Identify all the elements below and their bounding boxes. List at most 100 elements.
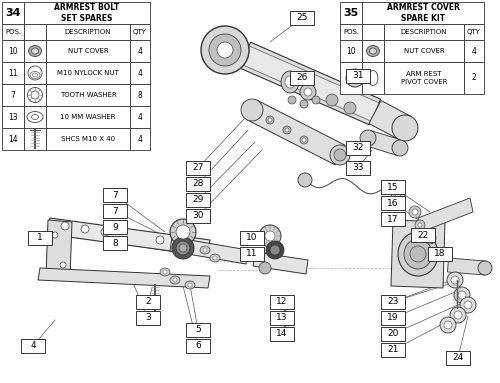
Bar [130,40,150,62]
Text: DESCRIPTION: DESCRIPTION [65,29,111,35]
Ellipse shape [360,130,376,146]
Text: ARMREST COVER
SPARE KIT: ARMREST COVER SPARE KIT [386,3,460,23]
Ellipse shape [395,194,401,200]
Bar [290,71,314,85]
Text: TOOTH WASHER: TOOTH WASHER [60,92,116,98]
Polygon shape [369,100,411,139]
Ellipse shape [285,76,295,88]
Bar [2,106,24,128]
Bar [270,311,294,325]
Bar [240,247,264,261]
Text: 10: 10 [8,46,18,56]
Text: 3: 3 [145,314,151,322]
Ellipse shape [241,99,263,121]
Bar [290,11,314,25]
Bar [130,62,150,84]
Ellipse shape [409,206,421,218]
Ellipse shape [312,96,320,104]
Ellipse shape [176,225,190,239]
Bar [428,247,452,261]
Text: 2: 2 [472,74,476,82]
Text: 8: 8 [112,239,118,247]
Ellipse shape [188,283,192,287]
Bar [464,40,484,62]
Ellipse shape [265,231,275,241]
Bar [130,24,150,40]
Ellipse shape [370,48,376,54]
Text: 5: 5 [195,326,201,334]
Ellipse shape [268,118,272,122]
Ellipse shape [185,281,195,289]
Text: NUT COVER: NUT COVER [404,48,444,54]
Ellipse shape [170,276,180,284]
Bar [186,161,210,175]
Text: 33: 33 [352,164,364,172]
Ellipse shape [270,245,280,255]
Text: 34: 34 [5,8,21,18]
Ellipse shape [460,297,476,313]
Ellipse shape [283,126,291,134]
Bar [2,24,24,40]
Bar [2,2,24,24]
Ellipse shape [298,173,312,187]
Ellipse shape [450,307,466,323]
Ellipse shape [259,225,281,247]
Bar [411,228,435,242]
Ellipse shape [156,236,164,244]
Bar [362,2,484,24]
Ellipse shape [266,241,284,259]
Text: 24: 24 [452,354,464,362]
Text: POS.: POS. [343,29,359,35]
Ellipse shape [288,96,296,104]
Text: 11: 11 [8,69,18,77]
Text: 28: 28 [192,180,203,188]
Text: 32: 32 [352,144,364,152]
Bar [381,343,405,357]
Text: 4: 4 [30,342,36,350]
Text: 8: 8 [138,90,142,100]
Text: ARMREST BOLT
SET SPARES: ARMREST BOLT SET SPARES [54,3,120,23]
Text: SHCS M10 X 40: SHCS M10 X 40 [61,136,115,142]
Bar [103,188,127,202]
Ellipse shape [101,228,109,236]
Bar [384,24,464,40]
Ellipse shape [52,232,58,238]
Bar [46,24,130,40]
Text: 10: 10 [346,46,356,56]
Text: 13: 13 [276,314,288,322]
Text: 11: 11 [246,249,258,259]
Ellipse shape [32,115,38,119]
Ellipse shape [203,248,207,252]
Bar [362,24,384,40]
Text: 35: 35 [344,8,358,18]
Ellipse shape [259,262,271,274]
Text: 4: 4 [472,46,476,56]
Text: 22: 22 [418,231,428,239]
Bar [2,40,24,62]
Bar [46,128,130,150]
Ellipse shape [81,225,89,233]
Polygon shape [38,268,210,288]
Text: 25: 25 [296,13,308,23]
Bar [340,62,362,94]
Ellipse shape [392,115,418,141]
Bar [103,236,127,250]
Ellipse shape [304,88,312,96]
Ellipse shape [302,138,306,142]
Text: 4: 4 [138,69,142,77]
Text: 14: 14 [276,329,287,339]
Text: 2: 2 [145,298,151,306]
Text: QTY: QTY [467,29,481,35]
Ellipse shape [217,42,233,58]
Text: 12: 12 [276,298,287,306]
Text: 6: 6 [195,342,201,350]
Ellipse shape [209,34,241,66]
Ellipse shape [201,26,249,74]
Text: 7: 7 [10,90,16,100]
Ellipse shape [415,220,425,230]
Bar [381,212,405,226]
Ellipse shape [200,246,210,254]
Ellipse shape [334,149,346,161]
Bar [24,128,46,150]
Ellipse shape [464,301,472,309]
